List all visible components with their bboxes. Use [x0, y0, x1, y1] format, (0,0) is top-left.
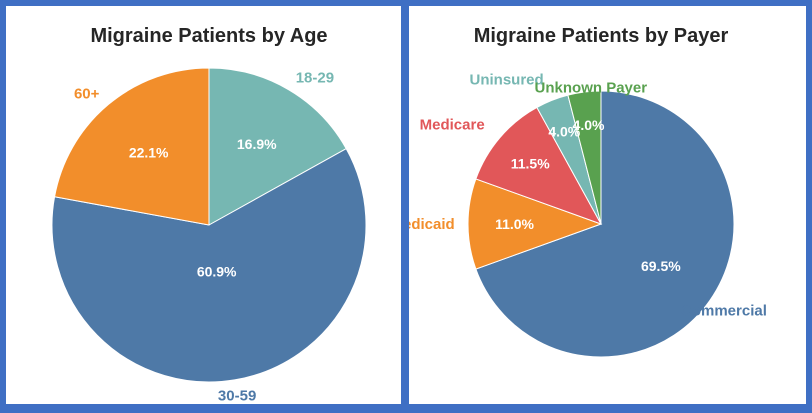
payer-slice-medicare [475, 106, 603, 225]
age-value-label-60-: 22.1% [129, 145, 169, 161]
payer-value-label-medicaid: 11.0% [495, 216, 534, 232]
payer-category-label-medicaid: Medicaid [409, 216, 455, 233]
payer-category-label-medicare: Medicare [420, 117, 485, 134]
payer-value-label-commercial: 69.5% [641, 258, 681, 274]
age-slice-60- [53, 67, 210, 226]
age-pie-labels: 16.9% 18-29 60.9% 30-59 22.1% 60+ [74, 69, 334, 404]
payer-category-label-unknown-payer: Unknown Payer [535, 80, 648, 97]
age-chart-panel: Migraine Patients by Age 16.9% 18-29 60.9%… [6, 6, 401, 404]
payer-pie-slices [467, 90, 735, 358]
age-pie-slices [51, 67, 367, 383]
age-category-label-60-: 60+ [74, 86, 100, 103]
payer-slice-commercial [475, 90, 735, 358]
age-value-label-18-29: 16.9% [237, 136, 277, 152]
payer-chart-title: Migraine Patients by Payer [474, 25, 729, 47]
age-chart-title: Migraine Patients by Age [90, 25, 327, 47]
age-category-label-18-29: 18-29 [296, 69, 334, 86]
age-slice-30-59 [51, 147, 367, 383]
payer-slice-unknown-payer [567, 90, 602, 225]
payer-pie-chart: Migraine Patients by Payer 69.5% Commerci… [409, 25, 767, 358]
age-category-label-30-59: 30-59 [218, 387, 256, 404]
age-value-label-30-59: 60.9% [197, 263, 237, 279]
age-slice-18-29 [208, 67, 347, 226]
payer-pie-labels: 69.5% Commercial 11.0% Medicaid 11.5% Medicar… [409, 71, 767, 319]
payer-category-label-uninsured: Uninsured [470, 71, 544, 88]
payer-chart-panel: Migraine Patients by Payer 69.5% Commerci… [409, 6, 806, 404]
payer-slice-medicaid [467, 178, 603, 270]
age-pie-chart: Migraine Patients by Age 16.9% 18-29 60.9%… [51, 25, 367, 404]
payer-value-label-medicare: 11.5% [511, 156, 550, 172]
payer-category-label-commercial: Commercial [681, 302, 767, 319]
payer-value-label-uninsured: 4.0% [548, 123, 580, 139]
payer-value-label-unknown-payer: 4.0% [573, 117, 605, 133]
